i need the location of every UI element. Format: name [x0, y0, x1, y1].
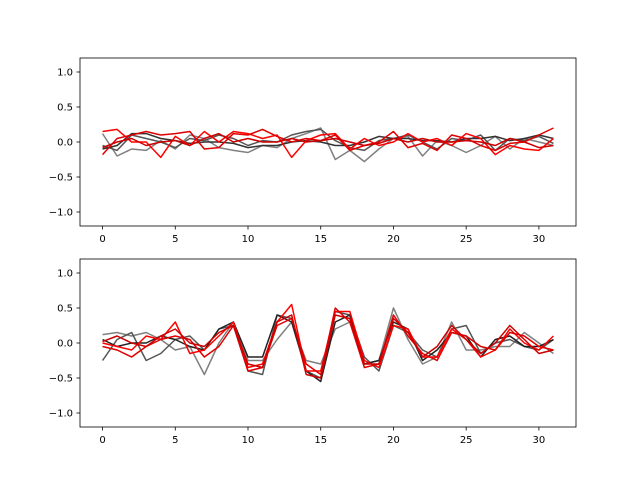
bottom-x-tick-label: 20: [387, 435, 400, 446]
bottom-ticks-layer: 0 5 10 15 20 25 30 −1.0 −0.5 0.0 0.5 1.0: [49, 269, 546, 447]
bottom-x-tick-label: 30: [533, 435, 546, 446]
top-y-tick-label: 0.0: [57, 138, 73, 149]
bottom-x-tick-label: 25: [460, 435, 473, 446]
bottom-series-line-5: [102, 307, 554, 376]
bottom-x-tick-label: 5: [172, 435, 178, 446]
top-x-tick-label: 0: [99, 234, 105, 245]
top-x-tick-label: 15: [314, 234, 327, 245]
top-y-tick-label: −0.5: [49, 173, 73, 184]
bottom-x-tick-label: 0: [99, 435, 105, 446]
top-series-layer: [101, 127, 554, 163]
bottom-y-tick-label: 0.0: [57, 339, 73, 350]
bottom-y-tick-label: −0.5: [49, 374, 73, 385]
top-x-tick-label: 20: [387, 234, 400, 245]
top-subplot: 0 5 10 15 20 25 30 −1.0 −0.5 0.0 0.5 1.0: [49, 57, 577, 246]
bottom-y-tick-label: 1.0: [57, 269, 73, 280]
top-series-line-5: [101, 127, 554, 156]
bottom-y-tick-label: 0.5: [57, 304, 73, 315]
bottom-x-tick-label: 10: [242, 435, 255, 446]
top-y-tick-label: 0.5: [57, 103, 73, 114]
top-x-tick-label: 5: [172, 234, 178, 245]
top-series-line-6: [102, 132, 554, 149]
bottom-subplot: 0 5 10 15 20 25 30 −1.0 −0.5 0.0 0.5 1.0: [49, 258, 577, 447]
top-y-tick-label: 1.0: [57, 68, 73, 79]
top-y-tick-label: −1.0: [49, 208, 73, 219]
bottom-x-tick-label: 15: [314, 435, 327, 446]
top-series-line-4: [102, 128, 554, 159]
top-x-tick-label: 30: [533, 234, 546, 245]
bottom-series-line-6: [102, 314, 554, 379]
bottom-series-layer: [101, 303, 554, 383]
top-x-tick-label: 10: [242, 234, 255, 245]
top-ticks-layer: 0 5 10 15 20 25 30 −1.0 −0.5 0.0 0.5 1.0: [49, 68, 546, 246]
top-x-tick-label: 25: [460, 234, 473, 245]
bottom-y-tick-label: −1.0: [49, 409, 73, 420]
